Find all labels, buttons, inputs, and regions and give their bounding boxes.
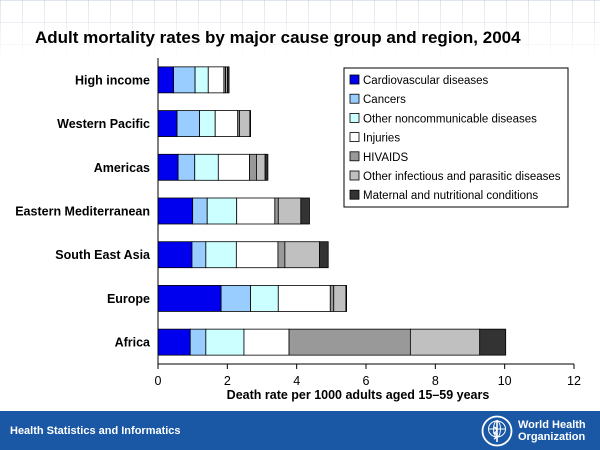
category-label: Europe xyxy=(107,292,150,306)
who-wordmark-line2: Organization xyxy=(518,431,586,443)
mortality-chart: High income Western Pacific Americas Easter… xyxy=(15,58,581,402)
bar-segment xyxy=(157,328,191,356)
bar-segment xyxy=(235,241,279,269)
bar-segment xyxy=(214,110,239,137)
bar-segment xyxy=(205,328,245,356)
bar-segment xyxy=(284,241,320,269)
category-label: South East Asia xyxy=(55,248,151,262)
legend-swatch xyxy=(349,74,360,85)
bar-segment xyxy=(176,110,200,137)
legend-swatch xyxy=(349,132,360,143)
footer-bar: Health Statistics and Informatics World … xyxy=(0,411,600,450)
header-band xyxy=(0,0,600,62)
category-label: High income xyxy=(75,73,150,87)
bar-segment xyxy=(345,285,347,312)
bar-segment xyxy=(329,285,335,312)
bar-segment xyxy=(157,285,222,312)
bar-segment xyxy=(173,66,196,94)
who-wordmark-line1: World Health xyxy=(518,419,586,431)
legend-swatch xyxy=(349,113,360,123)
bar-segment xyxy=(205,241,237,269)
legend-swatch xyxy=(349,93,360,104)
x-tick-label: 12 xyxy=(567,374,581,388)
bar-segment xyxy=(277,197,302,225)
bar-segment xyxy=(191,241,207,269)
legend-label: Other infectious and parasitic diseases xyxy=(363,171,561,183)
bar-segment xyxy=(264,153,269,181)
x-tick-label: 8 xyxy=(432,374,439,388)
bar-segment xyxy=(217,153,250,181)
bar-segment xyxy=(243,328,290,356)
category-label: Africa xyxy=(115,336,151,350)
bar-segment xyxy=(177,153,196,181)
bar-segment xyxy=(199,110,216,137)
x-tick-label: 4 xyxy=(293,374,300,388)
bar-segment xyxy=(220,285,251,312)
x-tick-label: 6 xyxy=(363,374,370,388)
bar-segment xyxy=(256,153,266,181)
bar-segment xyxy=(226,66,230,94)
x-axis-title: Death rate per 1000 adults aged 15–59 ye… xyxy=(227,388,490,402)
x-tick-label: 10 xyxy=(498,374,512,388)
bar-segment xyxy=(288,328,411,356)
bar-segment xyxy=(239,110,251,137)
bar-segment xyxy=(157,153,179,181)
bar-segment xyxy=(194,66,209,94)
legend-label: HIVAIDS xyxy=(363,152,408,164)
bar-segment xyxy=(236,197,276,225)
category-label: Western Pacific xyxy=(57,117,150,131)
bar-segment xyxy=(157,197,194,225)
bar-segment xyxy=(157,110,178,137)
x-tick-label: 0 xyxy=(155,374,162,388)
bar-segment xyxy=(207,66,225,94)
x-tick-label: 2 xyxy=(224,374,231,388)
chart-legend xyxy=(343,67,569,208)
bar-segment xyxy=(409,328,481,356)
bar-segment xyxy=(300,197,310,225)
bar-segment xyxy=(333,285,347,312)
footer-label: Health Statistics and Informatics xyxy=(10,425,181,437)
legend-label: Cardiovascular diseases xyxy=(363,75,489,87)
bar-segment xyxy=(157,66,174,94)
category-label: Eastern Mediterranean xyxy=(15,205,150,219)
who-emblem-icon xyxy=(481,415,513,447)
bar-segment xyxy=(274,197,279,225)
legend-label: Injuries xyxy=(363,133,400,145)
bar-segment xyxy=(319,241,329,269)
bar-segment xyxy=(192,197,208,225)
legend-label: Other noncommunicable diseases xyxy=(363,113,537,125)
chart-title: Adult mortality rates by major cause gro… xyxy=(35,28,521,47)
bar-segment xyxy=(277,241,286,269)
legend-swatch xyxy=(349,151,360,162)
who-wordmark: World Health Organization xyxy=(518,419,586,443)
legend-swatch xyxy=(349,189,360,200)
legend-label: Maternal and nutritional conditions xyxy=(363,190,538,202)
bar-segment xyxy=(157,241,193,269)
bar-segment xyxy=(189,328,207,356)
bar-segment xyxy=(206,197,238,225)
category-label: Americas xyxy=(94,161,150,175)
legend-swatch xyxy=(349,170,360,181)
bar-segment xyxy=(479,328,507,356)
legend-label: Cancers xyxy=(363,94,406,106)
bar-segment xyxy=(249,110,251,137)
bar-segment xyxy=(277,285,331,312)
bar-segment xyxy=(250,285,279,312)
bar-segment xyxy=(194,153,219,181)
bar-segment xyxy=(249,153,257,181)
